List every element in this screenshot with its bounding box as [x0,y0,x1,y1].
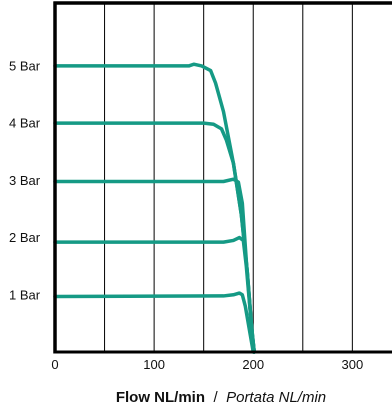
series-line-1-bar [53,291,255,354]
series-labels: 5 Bar 4 Bar 3 Bar 2 Bar 1 Bar [9,58,41,302]
series-line-2-bar [53,235,256,354]
chart-frame [53,1,392,354]
grid-lines [104,3,353,352]
series-label-2-bar: 2 Bar [9,230,41,245]
x-axis-label: Flow NL/min / Portata NL/min [116,389,326,406]
series-lines [53,62,256,354]
x-tick-labels: 0 100 200 300 [51,357,363,372]
x-tick-label-0: 0 [51,357,58,372]
x-axis-label-alt: Portata NL/min [226,389,326,406]
x-tick-label-200: 200 [242,357,264,372]
x-axis-label-main: Flow NL/min [116,389,205,406]
x-tick-label-100: 100 [143,357,165,372]
series-label-4-bar: 4 Bar [9,116,41,131]
x-axis-label-separator: / [213,389,218,406]
series-label-3-bar: 3 Bar [9,173,41,188]
series-label-1-bar: 1 Bar [9,287,41,302]
series-label-5-bar: 5 Bar [9,58,41,73]
x-tick-label-300: 300 [342,357,364,372]
